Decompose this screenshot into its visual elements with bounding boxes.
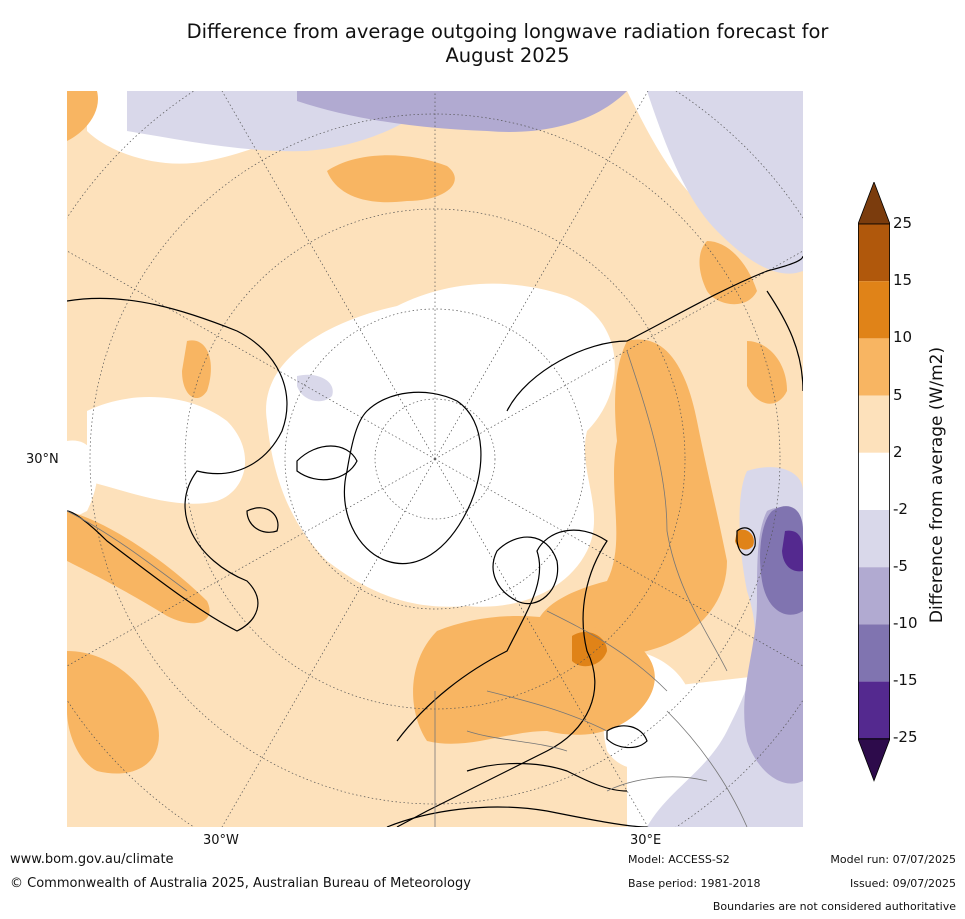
europe-orange: [413, 616, 655, 744]
colorbar-bin: [858, 281, 890, 339]
colorbar-tick-label: -10: [893, 614, 918, 632]
lon-label-30e: 30°E: [630, 833, 662, 848]
colorbar-bin: [858, 510, 890, 568]
boundaries-note: Boundaries are not considered authoritat…: [712, 900, 956, 913]
colorbar-frame: [858, 223, 891, 740]
black-sea: [606, 725, 648, 749]
greenland-coast: [343, 391, 482, 565]
lon-label-30w: 30°W: [203, 833, 239, 848]
caspian-sea: [736, 527, 756, 556]
model-name: Model: ACCESS-S2: [628, 853, 730, 866]
title-line-1: Difference from average outgoing longwav…: [186, 20, 829, 43]
colorbar-tick-label: -2: [893, 500, 908, 518]
colorbar-bin: [858, 567, 890, 625]
anomaly-10-15: [572, 529, 754, 667]
colorbar-extend-top: [857, 180, 891, 225]
colorbar-tick-label: 2: [893, 443, 903, 461]
atlantic-orange: [67, 511, 210, 624]
colorbar-bin: [858, 681, 890, 739]
colorbar-bin: [858, 224, 890, 282]
colorbar-tick-label: 10: [893, 328, 913, 346]
asia-east-coast: [766, 290, 803, 392]
issued-date: Issued: 09/07/2025: [849, 877, 956, 890]
base-period: Base period: 1981-2018: [628, 877, 761, 890]
colorbar-tick-label: 15: [893, 271, 913, 289]
polar-map: [67, 91, 803, 827]
northwest-orange: [67, 91, 98, 141]
chart-title: Difference from average outgoing longwav…: [150, 20, 865, 68]
mediterranean: [466, 762, 628, 792]
coastlines: [67, 255, 803, 827]
russia-hotspot: [572, 631, 607, 667]
scandinavia-coast: [492, 536, 559, 605]
colorbar: [857, 180, 891, 782]
country-boundaries: [67, 350, 748, 827]
lat-label-30n: 30°N: [26, 452, 59, 467]
north-pacific-orange: [327, 155, 455, 203]
east-dark-purple: [782, 530, 803, 572]
colorbar-bin: [858, 338, 890, 396]
canada-neutral: [87, 397, 246, 504]
anomaly-strong-negative: [760, 506, 803, 615]
colorbar-tick-label: -15: [893, 671, 918, 689]
europe-coast: [396, 529, 608, 827]
model-run-date: Model run: 07/07/2025: [830, 853, 956, 866]
north-america-coast: [67, 297, 288, 632]
small-lavender: [297, 374, 333, 402]
copyright-text: © Commonwealth of Australia 2025, Austra…: [10, 876, 471, 891]
eurasia-north-coast: [506, 255, 803, 412]
pacific-sw-orange: [67, 651, 159, 774]
graticule: [67, 91, 803, 827]
arctic-neutral: [266, 283, 615, 607]
title-line-2: August 2025: [445, 44, 570, 67]
colorbar-extend-bottom: [857, 738, 891, 782]
colorbar-svg: [857, 180, 891, 782]
colorbar-bin: [858, 624, 890, 682]
east-orange-strip: [747, 341, 787, 404]
north-lavender-strip: [297, 91, 627, 132]
website-link[interactable]: www.bom.gov.au/climate: [10, 852, 174, 867]
caspian-hotspot: [735, 529, 754, 550]
atlantic-neutral: [67, 440, 98, 521]
small-orange-1: [182, 340, 211, 399]
colorbar-tick-label: -5: [893, 557, 908, 575]
northeast-lavender: [647, 91, 803, 274]
colorbar-title-text: Difference from average (W/m2): [927, 346, 947, 624]
colorbar-tick-label: 25: [893, 214, 913, 232]
colorbar-bin: [858, 452, 890, 510]
colorbar-tick-label: 5: [893, 386, 903, 404]
colorbar-tick-label: -25: [893, 728, 918, 746]
map-svg: [67, 91, 803, 827]
canadian-archipelago: [246, 445, 358, 533]
colorbar-bin: [858, 395, 890, 453]
china-orange: [699, 241, 757, 305]
africa-coast: [386, 806, 648, 827]
